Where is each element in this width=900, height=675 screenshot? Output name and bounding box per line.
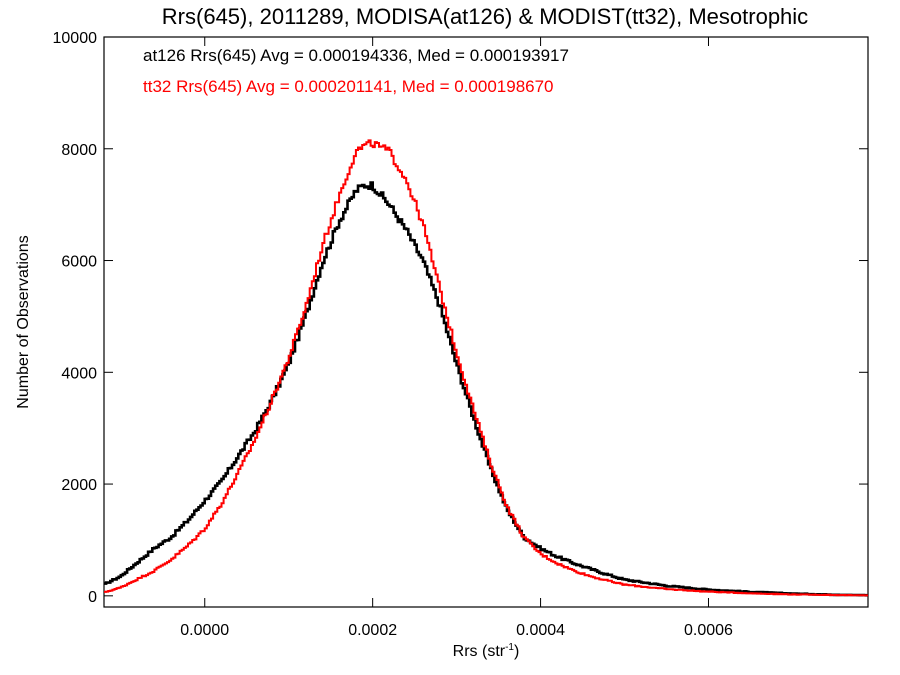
y-axis-label: Number of Observations <box>15 235 32 408</box>
series-line-tt32 <box>104 139 868 597</box>
x-axis-label-close: ) <box>514 643 519 660</box>
y-axis: 0 2000 4000 6000 8000 10000 <box>53 30 868 606</box>
legend: at126 Rrs(645) Avg = 0.000194336, Med = … <box>143 46 569 96</box>
x-axis: 0.0000 0.0002 0.0004 0.0006 <box>180 37 733 639</box>
y-tick-label: 4000 <box>61 365 97 382</box>
y-tick-label: 10000 <box>53 30 98 47</box>
y-tick-label: 2000 <box>61 477 97 494</box>
x-axis-label: Rrs (str-1) <box>453 642 520 660</box>
series-line-at126 <box>104 181 868 597</box>
y-tick-label: 8000 <box>61 142 97 159</box>
series-layer <box>104 139 868 597</box>
x-tick-label: 0.0002 <box>348 622 397 639</box>
x-axis-label-main: Rrs (str <box>453 643 506 660</box>
legend-entry-at126: at126 Rrs(645) Avg = 0.000194336, Med = … <box>143 46 569 65</box>
x-axis-label-sup: -1 <box>505 642 514 653</box>
plot-frame <box>103 36 869 608</box>
x-tick-label: 0.0000 <box>180 622 229 639</box>
legend-entry-tt32: tt32 Rrs(645) Avg = 0.000201141, Med = 0… <box>143 77 554 96</box>
y-tick-label: 6000 <box>61 254 97 271</box>
y-tick-label: 0 <box>88 589 97 606</box>
x-tick-label: 0.0004 <box>516 622 565 639</box>
x-tick-label: 0.0006 <box>684 622 733 639</box>
chart-title: Rrs(645), 2011289, MODISA(at126) & MODIS… <box>162 4 808 29</box>
